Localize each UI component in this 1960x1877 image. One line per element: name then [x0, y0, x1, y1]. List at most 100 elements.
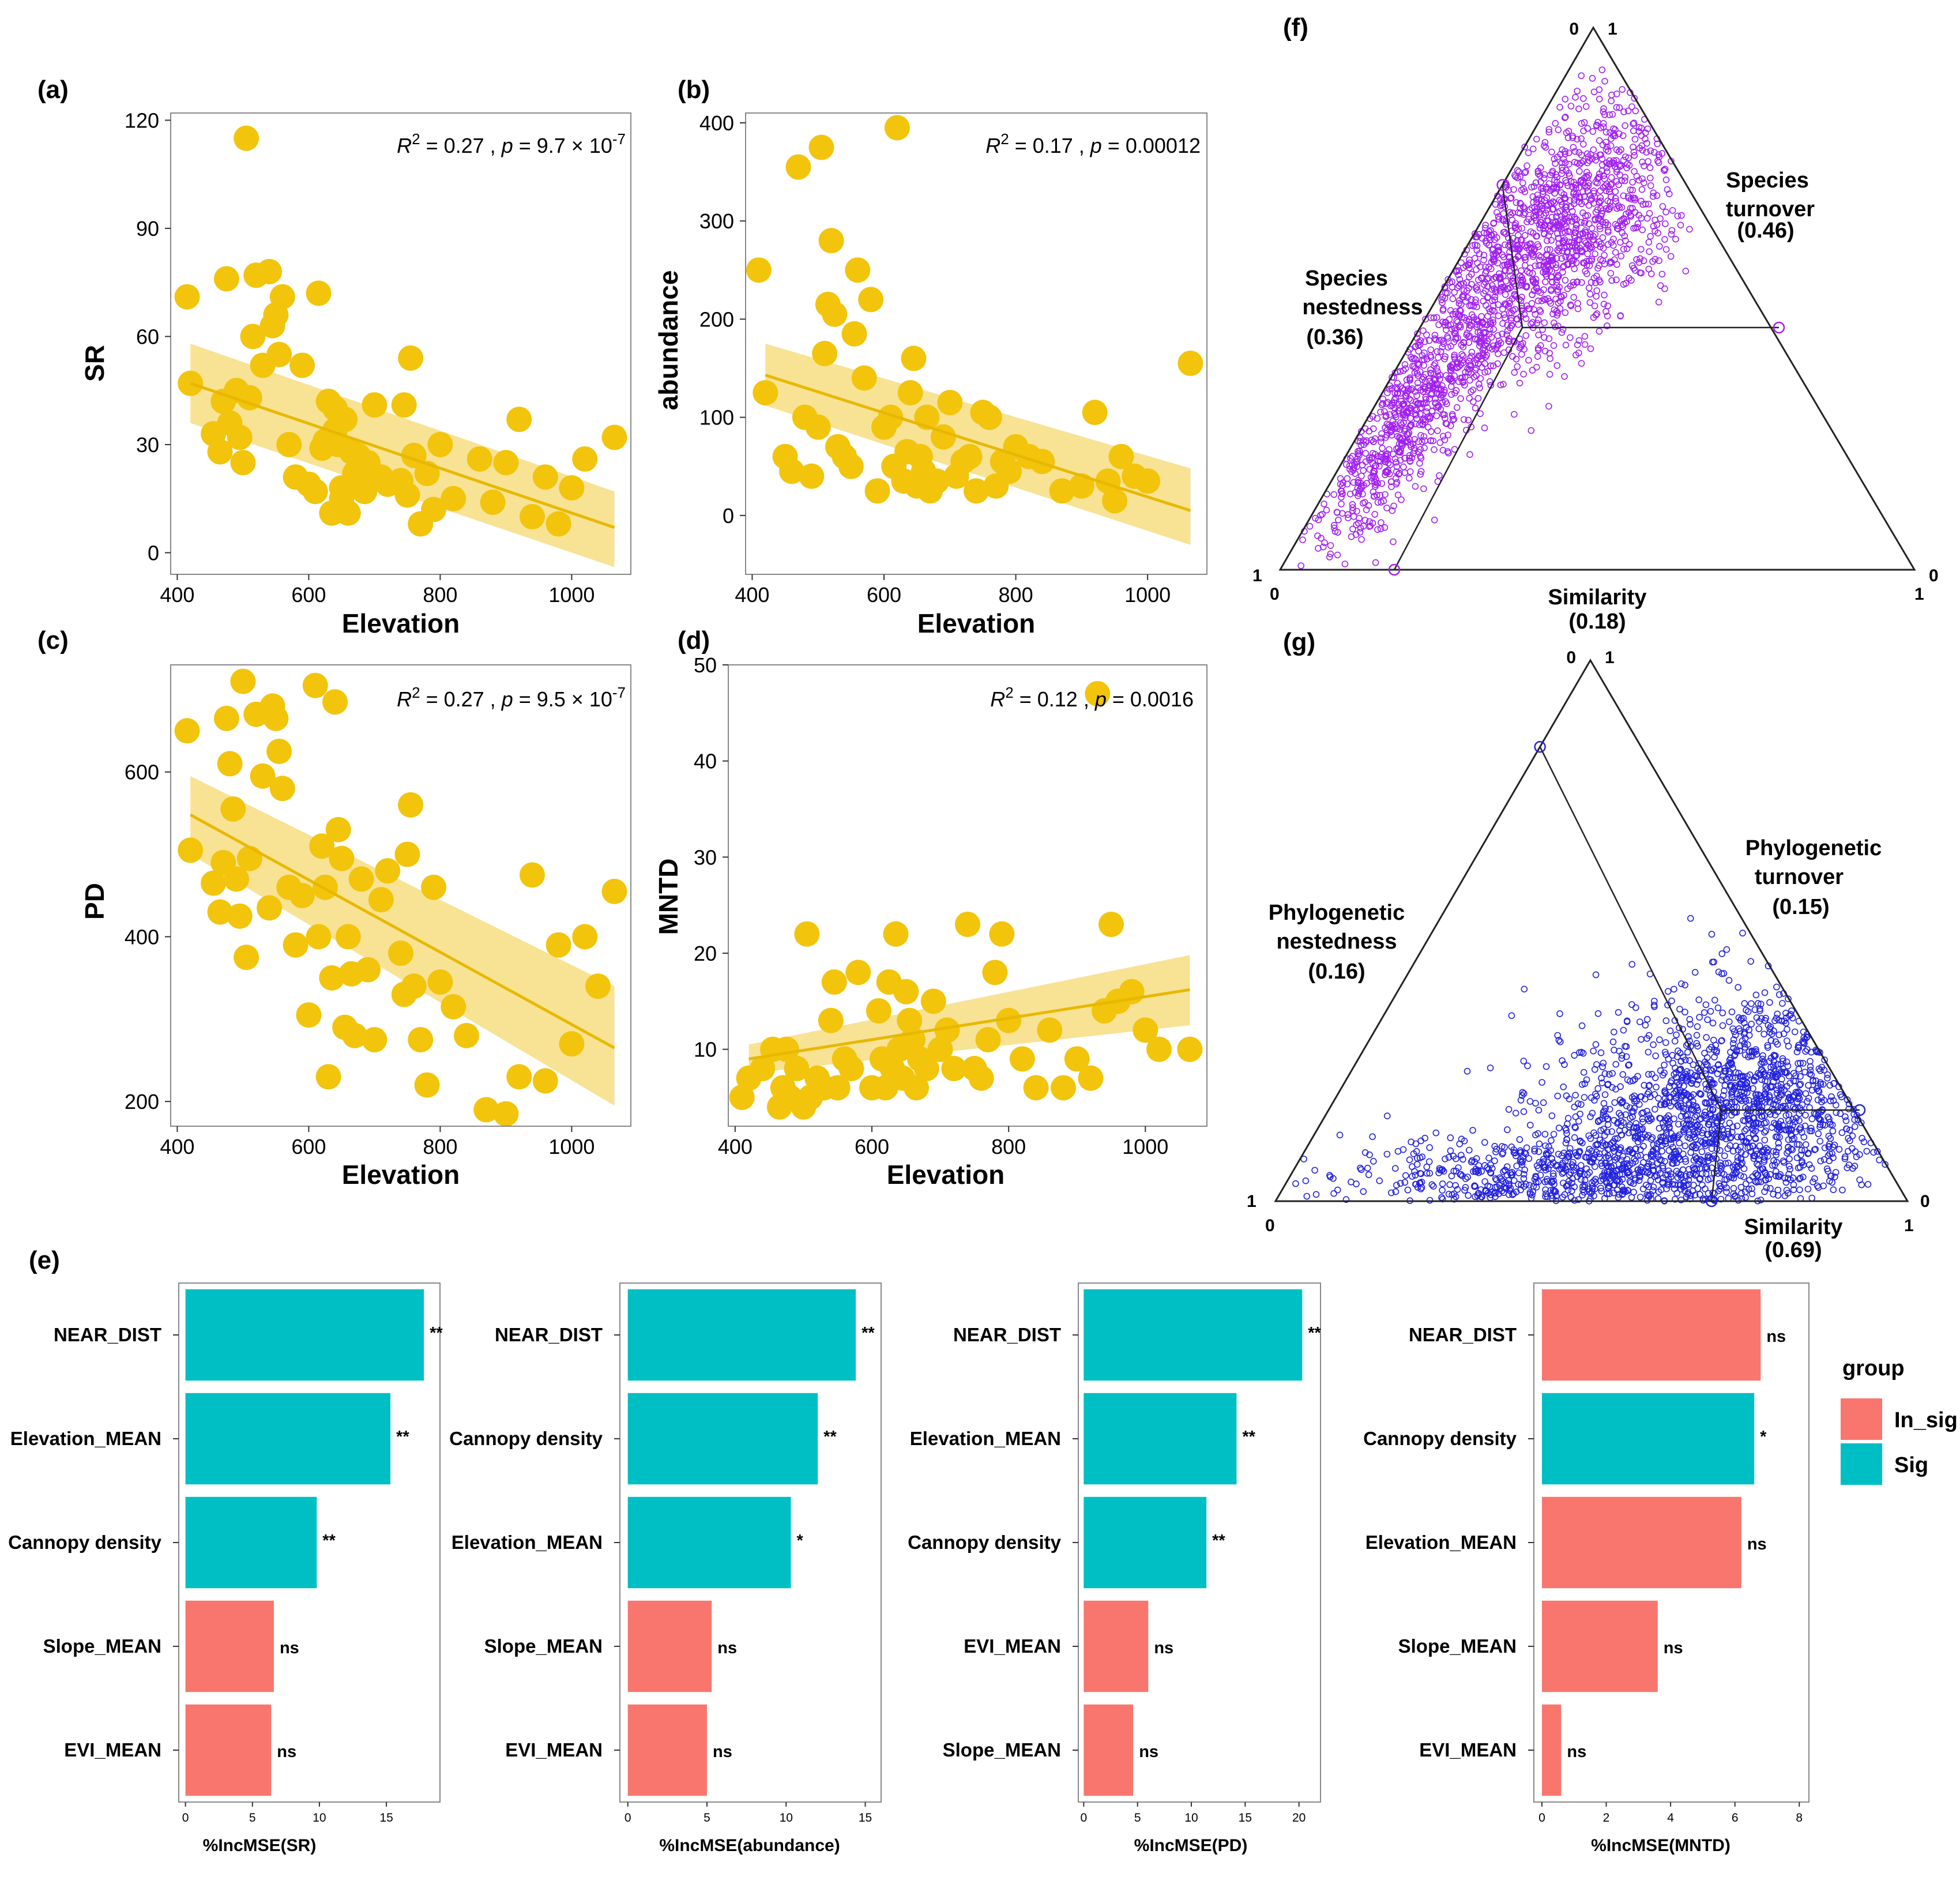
- ternary-point: [1790, 1070, 1797, 1077]
- ternary-point: [1845, 1135, 1852, 1142]
- ternary-point: [1500, 1184, 1507, 1191]
- ternary-point: [1590, 88, 1598, 96]
- ternary-point: [1474, 394, 1482, 402]
- ternary-point: [1485, 264, 1492, 270]
- ternary-point: [1662, 208, 1669, 216]
- ternary-point: [1772, 1133, 1780, 1141]
- ternary-point: [1425, 337, 1433, 344]
- data-point: [362, 392, 388, 418]
- data-point: [532, 464, 558, 490]
- ternary-point: [1668, 997, 1675, 1005]
- significance-label: ns: [277, 1743, 296, 1761]
- ternary-point: [1611, 1028, 1617, 1036]
- ternary-point: [1626, 1104, 1634, 1111]
- ternary-point: [1655, 159, 1662, 166]
- ternary-point: [1473, 266, 1480, 273]
- ternary-point: [1632, 107, 1639, 115]
- y-tick-label: 30: [136, 433, 159, 457]
- ternary-point: [1605, 1163, 1612, 1170]
- ternary-point: [1784, 1026, 1790, 1033]
- ternary-point: [1775, 991, 1783, 998]
- data-point: [976, 404, 1002, 430]
- ternary-point: [1528, 320, 1534, 328]
- ternary-point: [1838, 1093, 1845, 1100]
- ternary-point: [1517, 1147, 1524, 1154]
- ternary-point: [1675, 1133, 1681, 1140]
- ternary-point: [1567, 1169, 1574, 1176]
- ternary-point: [1611, 1047, 1617, 1054]
- ternary-point: [1532, 1100, 1539, 1107]
- ternary-point: [1817, 1079, 1824, 1086]
- ternary-point: [1530, 145, 1537, 153]
- ternary-point: [1748, 1047, 1756, 1055]
- ternary-point: [1625, 1062, 1632, 1069]
- ternary-point: [1606, 205, 1613, 212]
- ternary-point: [1338, 494, 1345, 501]
- ternary-point: [1451, 389, 1458, 397]
- ternary-point: [1597, 243, 1604, 250]
- ternary-point: [1555, 240, 1563, 247]
- ternary-point: [1721, 1171, 1728, 1178]
- ternary-point: [1599, 1063, 1606, 1070]
- ternary-point: [1824, 1071, 1831, 1078]
- bar-category-label: Slope_MEAN: [943, 1739, 1061, 1761]
- ternary-point: [1685, 1181, 1692, 1188]
- data-point: [398, 792, 424, 818]
- ternary-point: [1404, 431, 1412, 438]
- ternary-point: [1365, 523, 1373, 530]
- ternary-point: [1567, 334, 1574, 341]
- ternary-point: [1703, 1034, 1710, 1041]
- x-tick-label: 5: [249, 1811, 256, 1825]
- stat-sup-d: 2: [1005, 684, 1013, 701]
- ternary-point: [1608, 135, 1615, 142]
- ternary-point: [1597, 1049, 1605, 1056]
- ternary-point: [1782, 1020, 1789, 1027]
- ternary-point: [1388, 431, 1395, 439]
- ternary-point: [1767, 1037, 1775, 1044]
- ternary-point: [1617, 146, 1624, 153]
- ternary-point: [1384, 389, 1391, 396]
- ternary-point: [1434, 348, 1441, 355]
- ternary-point: [1500, 272, 1507, 280]
- ternary-point: [1564, 182, 1571, 190]
- ternary-point: [1762, 1176, 1769, 1183]
- ternary-point: [1715, 1061, 1722, 1068]
- ternary-point: [1521, 1167, 1528, 1173]
- ternary-point: [1561, 245, 1568, 251]
- data-point: [825, 1075, 851, 1101]
- data-point: [289, 883, 315, 908]
- ternary-point: [1589, 1154, 1597, 1162]
- ternary-point: [1774, 1192, 1782, 1199]
- ternary-point: [1345, 514, 1352, 521]
- data-point: [174, 284, 200, 310]
- ternary-point: [1577, 1111, 1583, 1118]
- ternary-point: [1581, 1188, 1587, 1196]
- ternary-point: [1613, 225, 1621, 232]
- ternary-point: [1530, 183, 1538, 190]
- ternary-point: [1664, 988, 1672, 995]
- ternary-point: [1368, 454, 1376, 461]
- ternary-point: [1449, 295, 1457, 302]
- ternary-point: [1556, 1010, 1563, 1017]
- data-point: [421, 496, 446, 522]
- ternary-point: [1584, 159, 1591, 167]
- x-tick-label: 10: [780, 1811, 793, 1825]
- ternary-point: [1802, 1141, 1809, 1148]
- data-point: [174, 718, 200, 744]
- bar-category-label: EVI_MEAN: [505, 1739, 603, 1761]
- stat-r-c: R: [397, 687, 412, 711]
- ternary-point: [1562, 96, 1569, 103]
- ternary-point: [1545, 403, 1552, 410]
- ternary-point: [1623, 1103, 1630, 1109]
- ternary-point: [1533, 232, 1540, 240]
- ternary-point: [1553, 362, 1561, 369]
- label-turnover-2-g: turnover: [1755, 865, 1844, 889]
- ternary-point: [1782, 1014, 1790, 1021]
- ternary-point: [1693, 1032, 1701, 1039]
- ternary-point: [1518, 267, 1525, 274]
- ternary-point: [1622, 1111, 1629, 1118]
- ternary-point: [1576, 1169, 1583, 1176]
- ternary-point: [1702, 1058, 1709, 1066]
- ternary-point: [1730, 1036, 1737, 1043]
